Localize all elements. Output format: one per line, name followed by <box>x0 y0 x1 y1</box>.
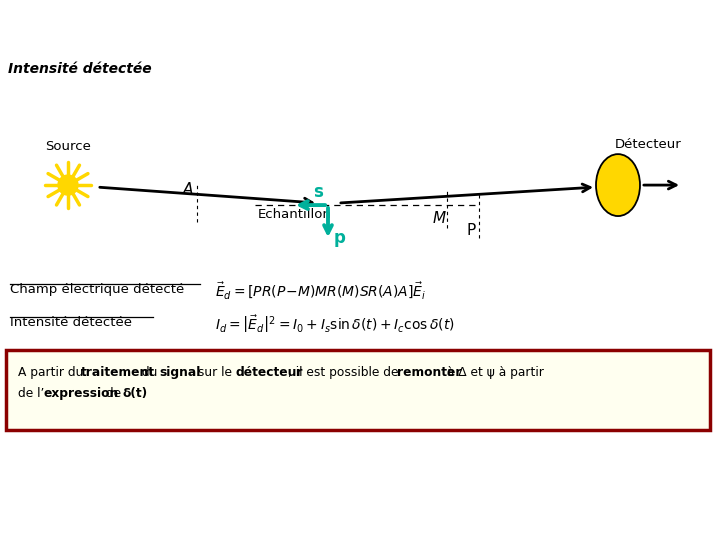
Text: M: M <box>433 211 446 226</box>
Text: Détecteur: Détecteur <box>615 138 681 151</box>
Text: Année 2011/2012: Année 2011/2012 <box>603 495 708 508</box>
Text: de l’: de l’ <box>18 387 45 400</box>
Text: , il est possible de: , il est possible de <box>288 366 402 379</box>
Text: expression: expression <box>44 387 120 400</box>
Text: A partir du: A partir du <box>18 366 87 379</box>
Text: 112/113: 112/113 <box>659 517 708 530</box>
Text: P: P <box>466 223 475 238</box>
Text: s: s <box>313 183 323 201</box>
Ellipse shape <box>596 154 640 216</box>
Text: $I_d = \left|\vec{E}_d\right|^2 = I_0 + I_s\sin\delta(t) + I_c\cos\delta(t)$: $I_d = \left|\vec{E}_d\right|^2 = I_0 + … <box>215 314 454 335</box>
Text: Intensité détectée: Intensité détectée <box>8 62 152 76</box>
Text: ème: ème <box>16 501 37 511</box>
Text: Champ électrique détecté: Champ électrique détecté <box>10 283 184 296</box>
Text: δ(t): δ(t) <box>123 387 148 400</box>
Circle shape <box>58 175 78 195</box>
Text: Intensité détectée: Intensité détectée <box>10 316 132 329</box>
Text: Echantillon: Echantillon <box>258 208 332 221</box>
Text: remonter: remonter <box>397 366 462 379</box>
Text: sur le: sur le <box>194 366 236 379</box>
Text: à Δ et ψ à partir: à Δ et ψ à partir <box>444 366 544 379</box>
Text: 4. Instrumentation optique : Mesure d’indice par ellipsométrie (8): 4. Instrumentation optique : Mesure d’in… <box>25 16 695 35</box>
Text: Source: Source <box>45 140 91 153</box>
Text: p: p <box>334 229 346 247</box>
Text: signal: signal <box>159 366 201 379</box>
Text: $\vec{E}_d = \left[PR(P\!-\!M)MR(M)SR(A)A\right]\vec{E}_i$: $\vec{E}_d = \left[PR(P\!-\!M)MR(M)SR(A)… <box>215 281 426 301</box>
Text: A: A <box>183 182 194 197</box>
Text: détecteur: détecteur <box>235 366 303 379</box>
Text: traitement: traitement <box>81 366 154 379</box>
Text: du: du <box>138 366 162 379</box>
Text: de: de <box>102 387 125 400</box>
Text: Partie : CAPTEURS ET INSTRUMENTATIONS OPTIQUES: Partie : CAPTEURS ET INSTRUMENTATIONS OP… <box>38 502 495 517</box>
FancyBboxPatch shape <box>6 350 710 430</box>
Text: 4: 4 <box>8 502 19 517</box>
